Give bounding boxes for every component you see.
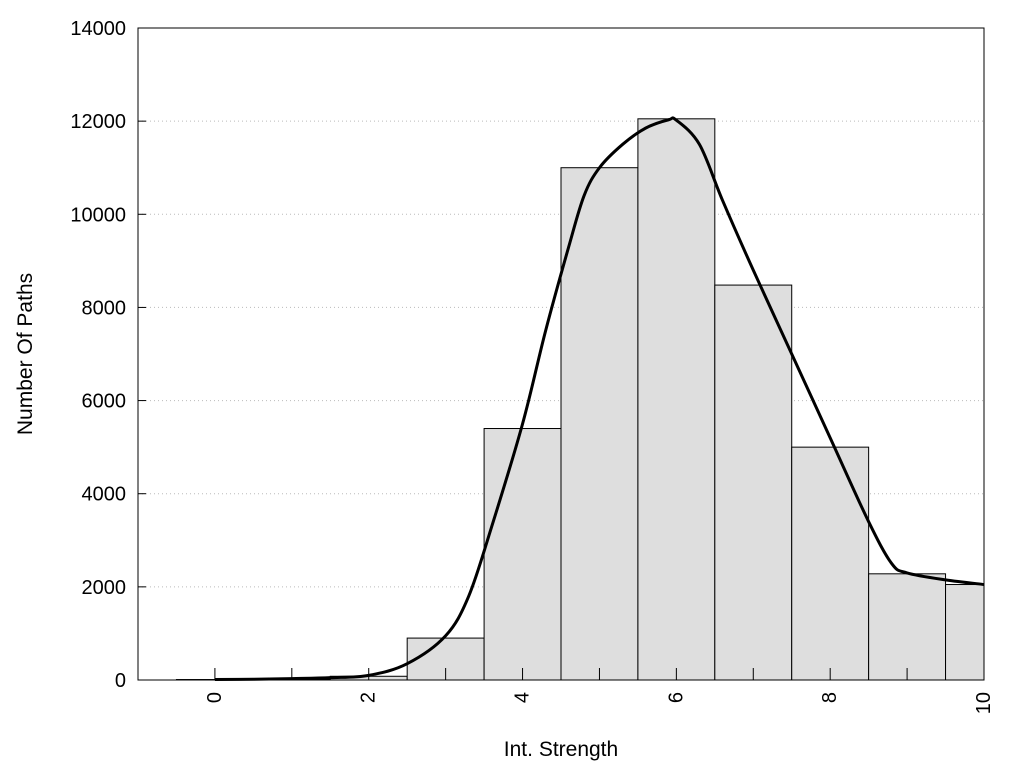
x-tick-label: 10: [973, 692, 995, 714]
y-tick-label: 0: [115, 670, 126, 692]
histogram-bar: [945, 584, 985, 681]
y-tick-label: 2000: [82, 577, 127, 599]
histogram-bar: [714, 284, 793, 681]
histogram-bar: [483, 428, 562, 681]
y-axis-title: Number Of Paths: [14, 273, 37, 435]
y-axis-ticks: 0 2000 4000 6000 8000 10000 12000 14000: [70, 18, 146, 692]
x-tick-label: 8: [819, 692, 841, 703]
x-tick-label: 4: [512, 692, 534, 703]
x-tick-label: 0: [204, 692, 226, 703]
y-tick-label: 6000: [82, 391, 127, 413]
y-tick-label: 14000: [70, 18, 126, 40]
y-tick-label: 12000: [70, 111, 126, 133]
histogram-bar: [868, 573, 947, 681]
x-axis-title: Int. Strength: [504, 738, 618, 761]
density-curve-group: [214, 116, 985, 682]
y-tick-label: 4000: [82, 484, 127, 506]
y-tick-label: 8000: [82, 297, 127, 319]
x-tick-label: 6: [665, 692, 687, 703]
histogram-bar: [637, 118, 716, 681]
histogram-bar: [560, 167, 639, 681]
y-tick-label: 10000: [70, 204, 126, 226]
x-tick-label: 2: [358, 692, 380, 703]
plot-frame: [137, 27, 985, 681]
density-curve: [214, 116, 985, 682]
x-axis-ticks: 0 2 4 6 8 10: [204, 668, 995, 714]
histogram-bar: [791, 446, 870, 681]
histogram-bars: [175, 118, 985, 681]
